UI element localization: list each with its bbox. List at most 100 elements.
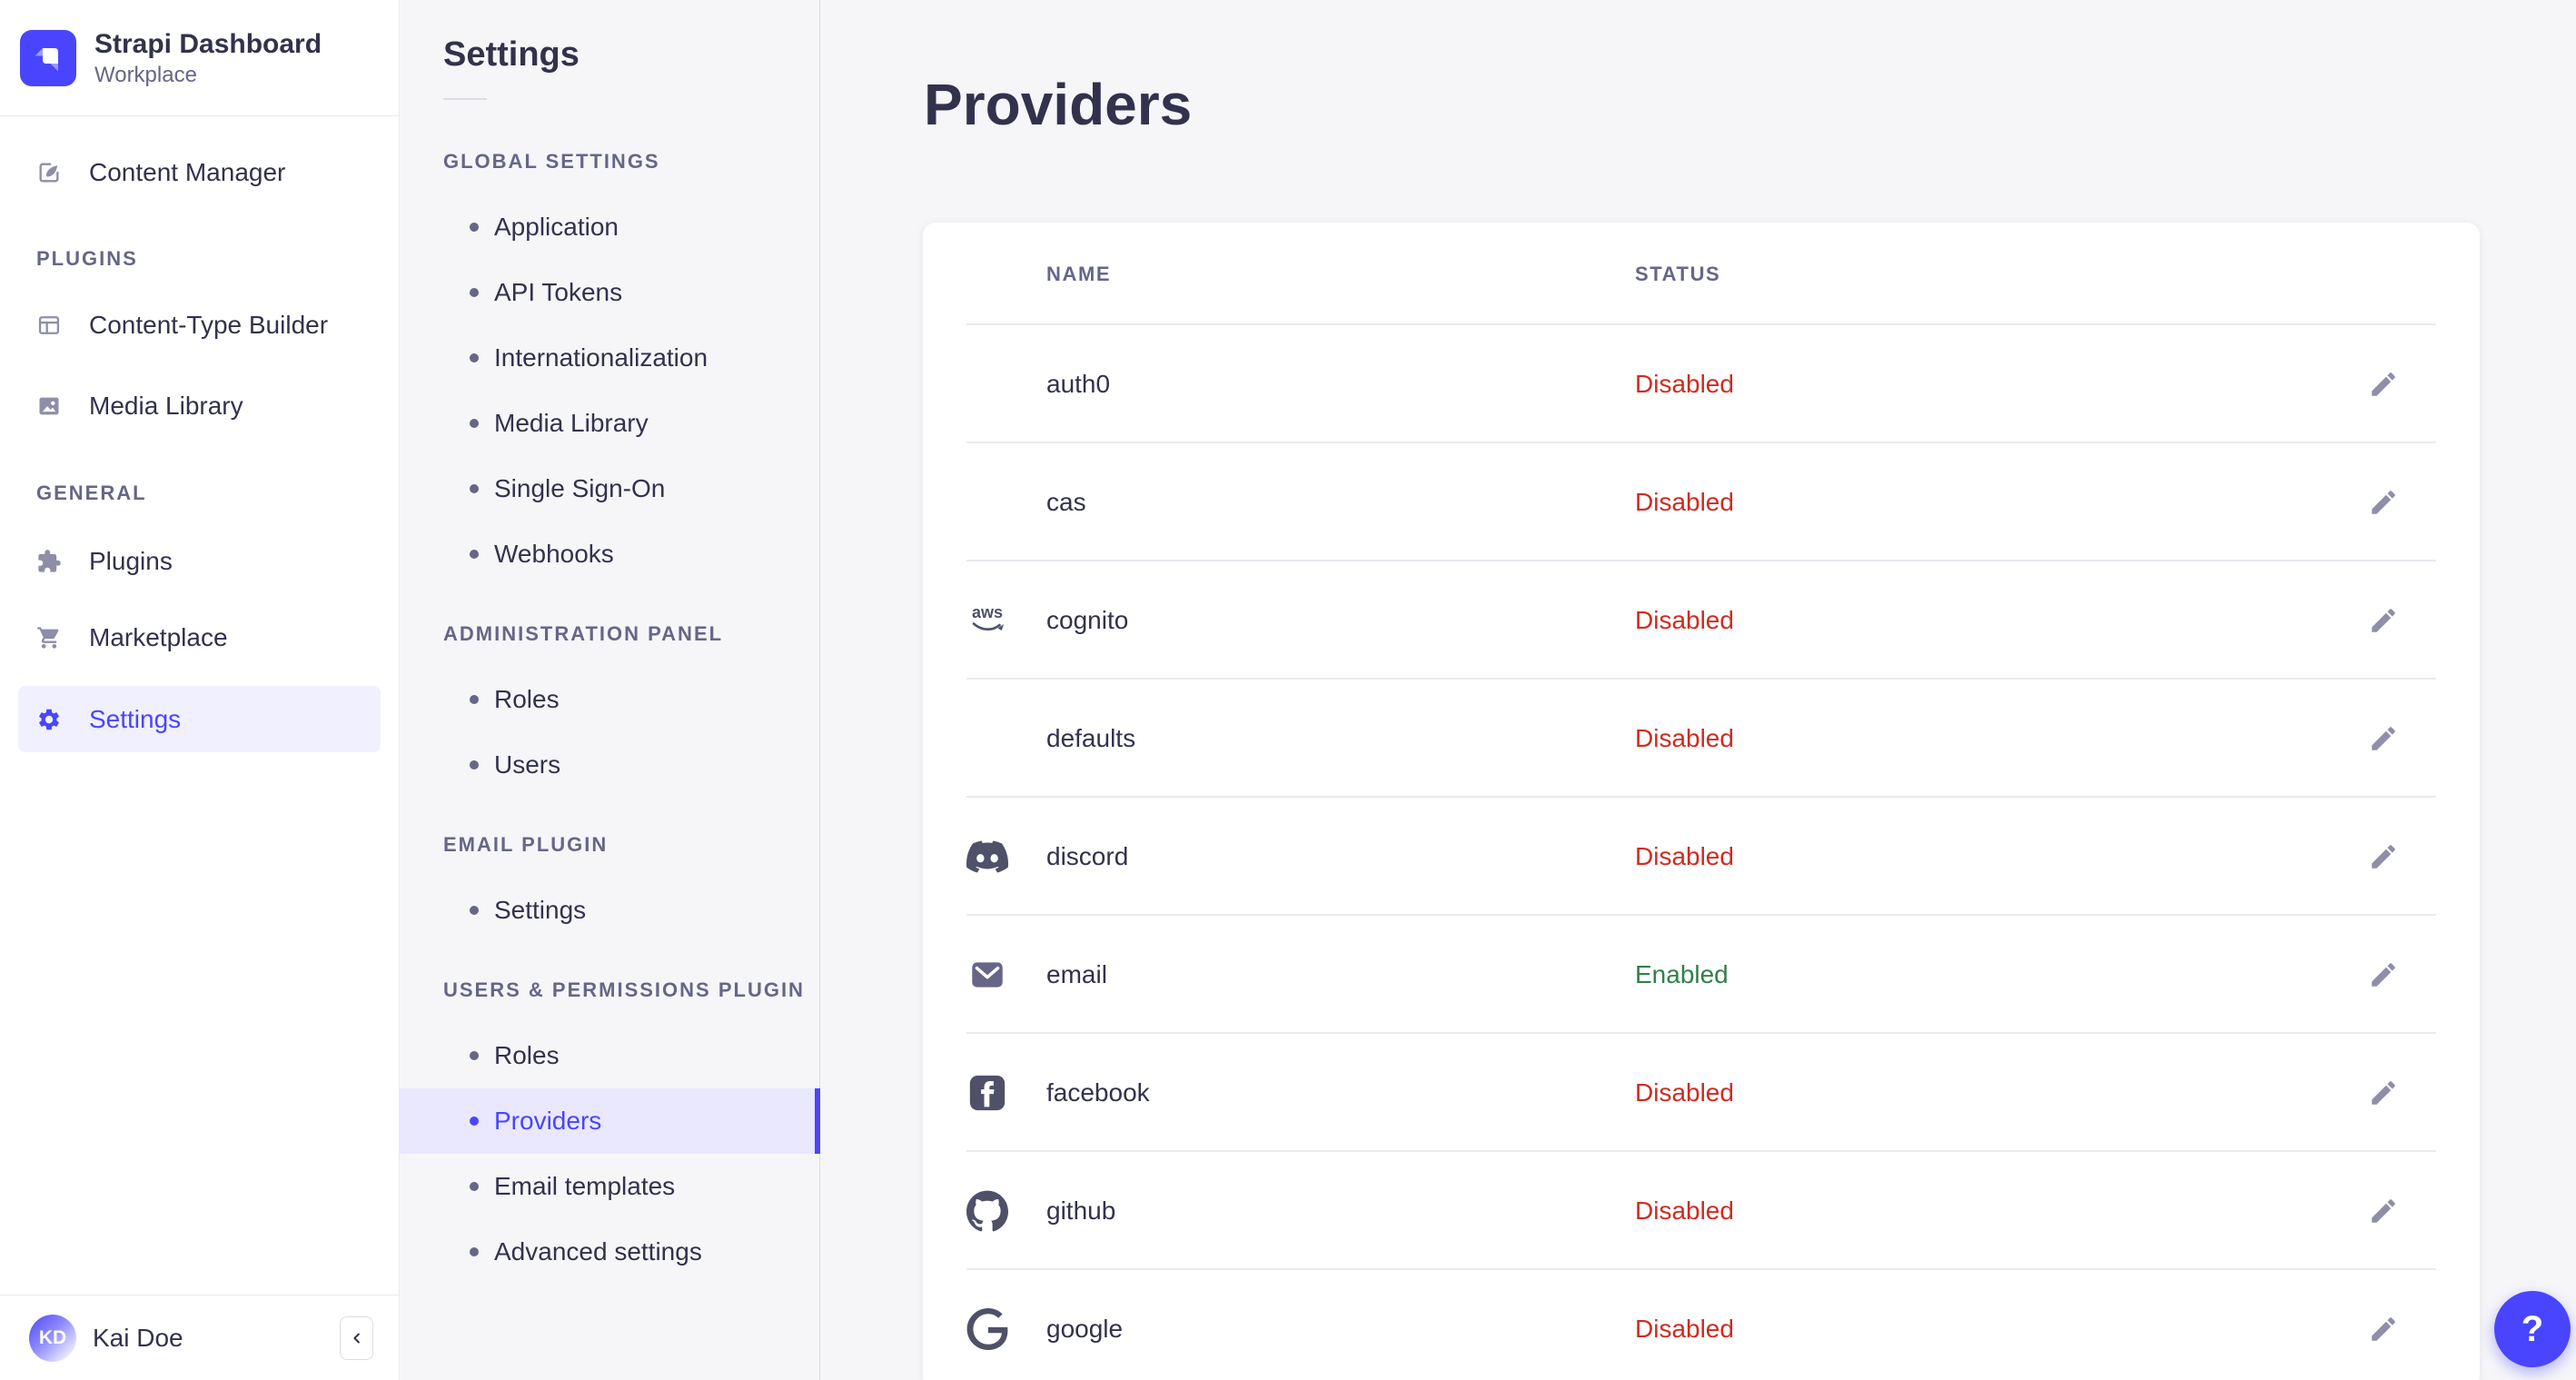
table-row: aws cognito Disabled — [923, 561, 2480, 680]
status-badge: Disabled — [1635, 606, 1734, 634]
github-icon — [966, 1190, 1046, 1232]
bullet-icon — [470, 484, 479, 493]
edit-provider-button[interactable] — [2363, 482, 2403, 522]
subnav-item-label: Webhooks — [494, 540, 614, 568]
bullet-icon — [470, 1182, 479, 1191]
subnav-section-header: ADMINISTRATION PANEL — [443, 622, 724, 645]
plugins-puzzle-icon — [36, 549, 62, 574]
edit-provider-button[interactable] — [2363, 1191, 2403, 1231]
pencil-icon — [2368, 959, 2399, 990]
status-badge: Disabled — [1635, 370, 1734, 398]
facebook-icon — [966, 1072, 1046, 1114]
edit-provider-button[interactable] — [2363, 601, 2403, 640]
table-row: facebook Disabled — [923, 1034, 2480, 1152]
provider-name: discord — [1046, 842, 1129, 870]
subnav-item-settings[interactable]: Settings — [400, 878, 819, 943]
subnav-item-single-sign-on[interactable]: Single Sign-On — [400, 456, 819, 521]
pencil-icon — [2368, 487, 2399, 518]
provider-name: cognito — [1046, 606, 1129, 634]
main-content: Providers NAME STATUS auth0 Disabled cas Di… — [820, 0, 2576, 1380]
pencil-icon — [2368, 1196, 2399, 1226]
sidebar-item-settings[interactable]: Settings — [18, 686, 381, 752]
media-library-icon — [36, 393, 62, 419]
sidebar-item-label: Settings — [89, 704, 182, 733]
bullet-icon — [470, 1051, 479, 1060]
subnav-item-label: Roles — [494, 685, 560, 713]
workspace-brand[interactable]: Strapi Dashboard Workplace — [0, 0, 399, 116]
bullet-icon — [470, 223, 479, 232]
bullet-icon — [470, 695, 479, 704]
bullet-icon — [470, 1247, 479, 1256]
google-icon — [966, 1308, 1046, 1350]
pencil-icon — [2368, 1077, 2399, 1108]
status-badge: Disabled — [1635, 842, 1734, 870]
sidebar-item-label: Content-Type Builder — [89, 311, 329, 339]
provider-name: email — [1046, 960, 1107, 988]
edit-provider-button[interactable] — [2363, 1309, 2403, 1349]
subnav-item-label: Settings — [494, 896, 587, 924]
marketplace-cart-icon — [36, 625, 62, 650]
subnav-item-label: API Tokens — [494, 278, 623, 306]
subnav-item-email-templates[interactable]: Email templates — [400, 1154, 819, 1219]
subnav-item-internationalization[interactable]: Internationalization — [400, 325, 819, 391]
sidebar-item-media-library[interactable]: Media Library — [0, 381, 399, 432]
subnav-section-list: Application API Tokens Internationalizatio… — [400, 194, 819, 587]
aws-icon: aws — [966, 600, 1046, 641]
brand-text: Strapi Dashboard Workplace — [94, 27, 322, 89]
subnav-item-webhooks[interactable]: Webhooks — [400, 521, 819, 587]
sidebar-item-content-manager[interactable]: Content Manager — [0, 147, 399, 198]
subnav-item-providers[interactable]: Providers — [400, 1088, 820, 1154]
edit-provider-button[interactable] — [2363, 837, 2403, 877]
table-row: cas Disabled — [923, 443, 2480, 561]
subnav-item-media-library[interactable]: Media Library — [400, 391, 819, 456]
table-row: email Enabled — [923, 916, 2480, 1034]
bullet-icon — [470, 550, 479, 559]
bullet-icon — [470, 760, 479, 769]
user-name[interactable]: Kai Doe — [93, 1323, 183, 1352]
subnav-item-label: Email templates — [494, 1172, 676, 1200]
subnav-item-api-tokens[interactable]: API Tokens — [400, 260, 819, 325]
status-badge: Disabled — [1635, 488, 1734, 516]
collapse-sidebar-button[interactable] — [340, 1315, 373, 1360]
sidebar-item-plugins[interactable]: Plugins — [0, 536, 399, 587]
bullet-icon — [470, 353, 479, 362]
discord-icon — [966, 836, 1046, 878]
edit-provider-button[interactable] — [2363, 955, 2403, 995]
sidebar-item-marketplace[interactable]: Marketplace — [0, 612, 399, 663]
table-header-row: NAME STATUS — [923, 223, 2480, 325]
subnav-item-application[interactable]: Application — [400, 194, 819, 260]
table-body: auth0 Disabled cas Disabled aws cognito Disabl… — [923, 325, 2480, 1380]
subnav-item-label: Providers — [494, 1107, 602, 1135]
edit-provider-button[interactable] — [2363, 1073, 2403, 1113]
status-badge: Disabled — [1635, 724, 1734, 752]
main-sidebar: Strapi Dashboard Workplace Content Manag… — [0, 0, 400, 1380]
bullet-icon — [470, 419, 479, 428]
subnav-title: Settings — [443, 35, 580, 74]
pencil-icon — [2368, 841, 2399, 872]
edit-provider-button[interactable] — [2363, 364, 2403, 404]
provider-name: facebook — [1046, 1078, 1150, 1107]
status-badge: Enabled — [1635, 960, 1729, 988]
subnav-item-users[interactable]: Users — [400, 732, 819, 798]
pencil-icon — [2368, 369, 2399, 400]
subnav-section-header: USERS & PERMISSIONS PLUGIN — [443, 978, 805, 1001]
subnav-item-roles[interactable]: Roles — [400, 1023, 819, 1088]
help-button[interactable]: ? — [2494, 1291, 2571, 1367]
subnav-item-label: Single Sign-On — [494, 474, 666, 502]
subnav-sections: GLOBAL SETTINGS Application API Tokens Inte… — [400, 145, 820, 1285]
edit-provider-button[interactable] — [2363, 719, 2403, 759]
subnav-item-roles[interactable]: Roles — [400, 667, 819, 732]
bullet-icon — [470, 288, 479, 297]
app-title: Strapi Dashboard — [94, 28, 322, 59]
page-title: Providers — [924, 72, 1193, 137]
sidebar-section-general: GENERAL — [36, 482, 147, 504]
question-mark-icon: ? — [2521, 1308, 2544, 1349]
subnav-item-advanced-settings[interactable]: Advanced settings — [400, 1219, 819, 1285]
strapi-logo-icon — [20, 29, 76, 86]
avatar[interactable]: KD — [29, 1314, 76, 1362]
sidebar-item-content-type-builder[interactable]: Content-Type Builder — [0, 300, 399, 351]
providers-table-card: NAME STATUS auth0 Disabled cas Disabled aws c… — [923, 223, 2480, 1380]
pencil-icon — [2368, 1314, 2399, 1345]
provider-name: defaults — [1046, 724, 1136, 752]
settings-subnav: Settings GLOBAL SETTINGS Application API T… — [400, 0, 820, 1380]
